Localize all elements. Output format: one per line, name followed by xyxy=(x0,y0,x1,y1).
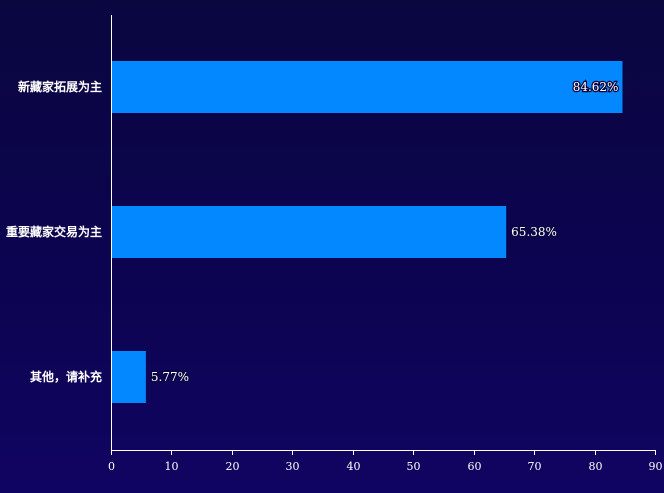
x-tick-label-20: 20 xyxy=(226,460,240,473)
x-tick-label-80: 80 xyxy=(589,460,603,473)
bar-1 xyxy=(111,61,623,113)
x-tick-label-40: 40 xyxy=(347,460,361,473)
x-tick-label-10: 10 xyxy=(165,460,179,473)
category-label-1: 新藏家拓展为主 xyxy=(18,79,102,94)
category-label-2: 重要藏家交易为主 xyxy=(6,224,102,239)
x-tick-label-70: 70 xyxy=(528,460,542,473)
value-label-3: 5.77% xyxy=(151,370,189,384)
value-label-2: 65.38% xyxy=(511,225,557,239)
x-tick-label-0: 0 xyxy=(108,460,115,473)
value-label-1: 84.62% xyxy=(573,80,619,94)
bar-2 xyxy=(111,206,507,258)
x-tick-label-60: 60 xyxy=(468,460,482,473)
x-tick-label-90: 90 xyxy=(649,460,663,473)
bar-3 xyxy=(111,351,146,403)
x-tick-label-50: 50 xyxy=(407,460,421,473)
x-tick-label-30: 30 xyxy=(286,460,300,473)
category-label-3: 其他，请补充 xyxy=(30,369,102,384)
